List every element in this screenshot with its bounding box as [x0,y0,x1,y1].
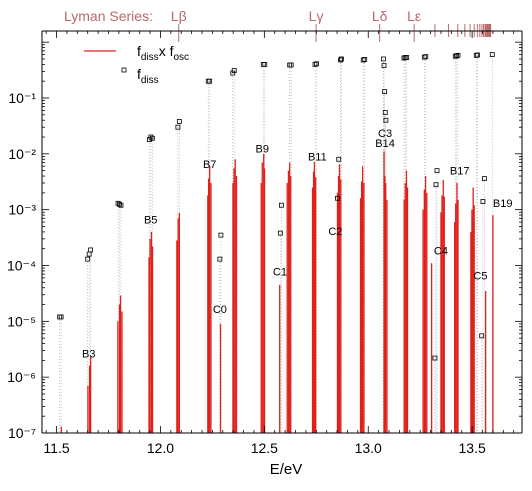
y-tick-label: 10⁻³ [8,202,36,218]
x-tick-label: 13.5 [459,440,486,456]
marker-square [360,57,366,63]
marker-square [338,57,343,63]
band-label: B7 [203,159,216,171]
lyman-series-title: Lyman Series: [64,8,153,24]
marker-square [58,314,64,320]
y-tick-label: 10⁻⁵ [7,313,36,329]
marker-square [207,78,213,84]
lyman-label: Lε [407,8,421,24]
marker-square [480,199,486,204]
lyman-label: Lγ [309,8,324,24]
band-label: B17 [450,165,470,177]
lyman-label: Lδ [372,8,388,24]
marker-square [432,355,438,361]
x-tick-label: 11.5 [43,440,69,456]
marker-square [339,56,344,62]
marker-square [454,53,459,59]
marker-square [401,55,407,61]
band-label: B9 [256,144,269,156]
marker-square [230,70,236,76]
marker-square [278,202,284,208]
marker-square [473,52,479,58]
band-label: C0 [213,304,227,316]
marker-square [231,68,237,73]
marker-square [262,61,268,67]
marker-square [404,55,410,60]
marker-square [455,52,461,58]
band-label: B5 [144,215,157,227]
marker-square [175,124,181,130]
marker-square [382,110,388,115]
band-label: B3 [82,349,95,361]
marker-square [336,156,342,162]
marker-square [314,61,319,67]
marker-square [88,247,94,253]
y-tick-label: 10⁻⁶ [7,369,36,385]
marker-square [149,135,155,141]
band-label: C3 [378,128,392,140]
marker-square [479,333,485,339]
y-tick-label: 10⁻⁷ [8,425,36,441]
legend: fdissx fosc fdiss [84,43,189,86]
band-label: C2 [328,226,342,238]
bars-series [60,151,494,433]
legend-marker-swatch [121,67,127,73]
marker-square [481,176,487,182]
band-label: B11 [308,152,327,164]
marker-square [452,53,458,59]
axes: 11.5 12.0 12.5 13.0 13.5 10⁻¹ 10⁻² 10⁻³ 10⁻⁴ 10⁻⁵… [7,30,523,456]
band-label: C1 [273,267,287,279]
x-axis-label: E/eV [270,461,303,478]
marker-square [217,256,223,262]
marker-square [434,168,440,174]
x-tick-label: 12.5 [251,440,278,456]
marker-square [475,52,480,58]
y-tick-label: 10⁻² [8,146,36,162]
marker-square [277,230,283,236]
marker-square [362,57,368,62]
marker-square [382,89,388,95]
marker-square [421,54,427,60]
x-tick-label: 13.0 [355,440,382,456]
marker-square [381,56,386,62]
marker-square [489,52,495,57]
marker-square [423,54,429,60]
marker-square [117,201,122,207]
lyman-label: Lβ [171,8,187,24]
marker-square [381,63,387,69]
marker-square [176,119,182,124]
x-tick-label: 12.0 [147,440,174,456]
marker-square [147,137,152,142]
marker-square [335,195,340,201]
legend-bars-label: fdissx fosc [137,43,189,63]
marker-square [118,202,124,208]
band-label: B19 [493,198,513,210]
y-tick-label: 10⁻¹ [8,90,36,106]
markers-series [57,52,495,361]
marker-square [148,134,154,140]
y-tick-label: 10⁻⁴ [7,258,36,274]
marker-square [218,232,224,238]
marker-square [383,117,389,123]
marker-square [433,182,439,188]
legend-markers-label: fdiss [137,66,159,86]
marker-square [85,256,91,262]
marker-square [312,61,318,67]
band-label: B14 [375,138,395,150]
marker-square [288,62,294,68]
band-label: C5 [473,270,487,282]
band-label: C4 [434,245,448,257]
